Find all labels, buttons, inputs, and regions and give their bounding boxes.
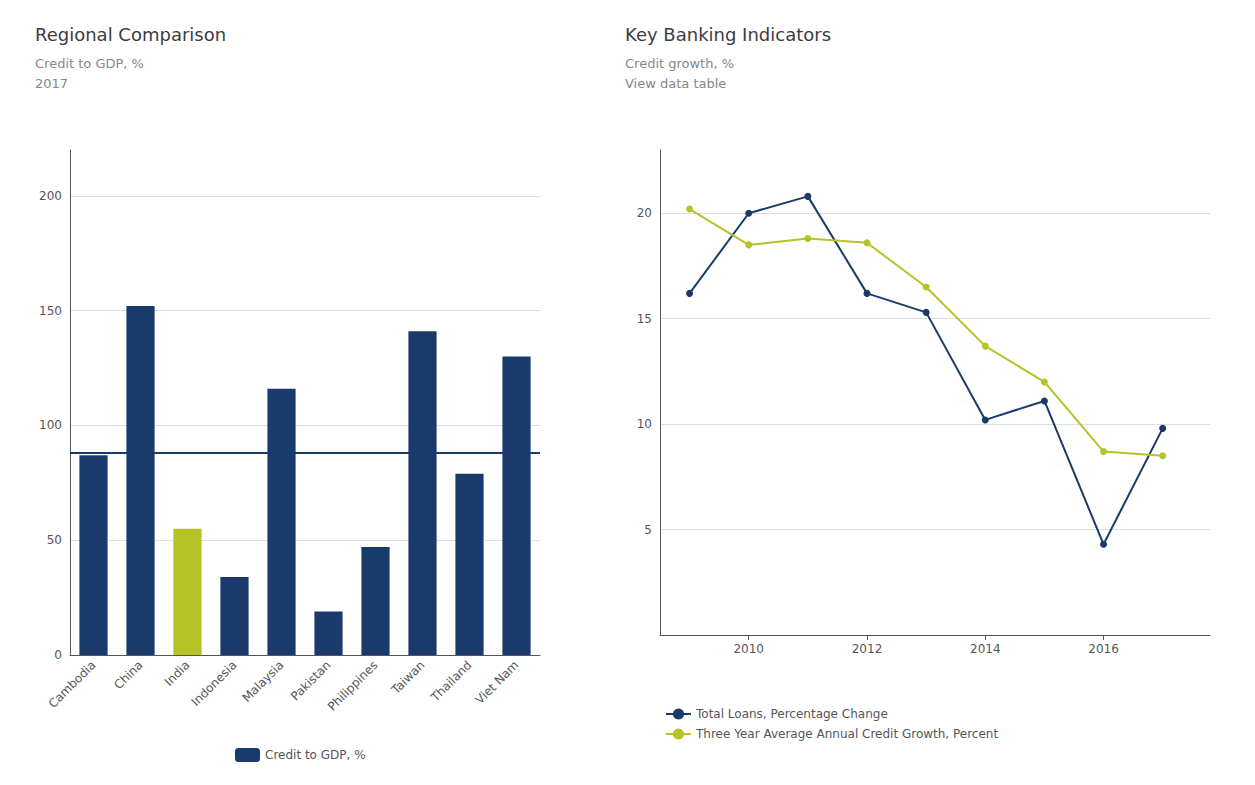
- svg-text:2016: 2016: [1088, 642, 1119, 656]
- svg-text:Cambodia: Cambodia: [46, 658, 99, 711]
- svg-text:2012: 2012: [852, 642, 883, 656]
- svg-text:Credit to GDP, %: Credit to GDP, %: [265, 748, 366, 762]
- svg-text:150: 150: [39, 304, 62, 318]
- svg-text:China: China: [111, 658, 145, 692]
- svg-text:20: 20: [637, 206, 652, 220]
- svg-text:10: 10: [637, 417, 652, 431]
- svg-text:India: India: [162, 658, 193, 689]
- svg-text:Credit to GDP, %: Credit to GDP, %: [35, 56, 144, 71]
- svg-text:Viet Nam: Viet Nam: [473, 658, 522, 707]
- svg-text:2017: 2017: [35, 76, 68, 91]
- svg-text:15: 15: [637, 312, 652, 326]
- svg-text:2010: 2010: [733, 642, 764, 656]
- svg-text:Credit growth, %: Credit growth, %: [625, 56, 734, 71]
- svg-text:50: 50: [47, 533, 62, 547]
- svg-text:Indonesia: Indonesia: [189, 658, 240, 709]
- svg-text:0: 0: [54, 648, 62, 662]
- svg-text:Total Loans, Percentage Change: Total Loans, Percentage Change: [695, 707, 888, 721]
- svg-text:Taiwan: Taiwan: [388, 658, 427, 697]
- svg-text:Regional Comparison: Regional Comparison: [35, 24, 226, 45]
- svg-text:5: 5: [644, 523, 652, 537]
- svg-text:Three Year Average Annual Cred: Three Year Average Annual Credit Growth,…: [695, 727, 998, 741]
- svg-text:Philippines: Philippines: [325, 658, 381, 714]
- svg-text:View data table: View data table: [625, 76, 726, 91]
- svg-text:2014: 2014: [970, 642, 1001, 656]
- svg-text:Malaysia: Malaysia: [240, 658, 287, 705]
- svg-text:100: 100: [39, 418, 62, 432]
- svg-text:Key Banking Indicators: Key Banking Indicators: [625, 24, 831, 45]
- svg-text:Thailand: Thailand: [427, 658, 474, 705]
- svg-text:200: 200: [39, 189, 62, 203]
- svg-text:Pakistan: Pakistan: [288, 658, 333, 703]
